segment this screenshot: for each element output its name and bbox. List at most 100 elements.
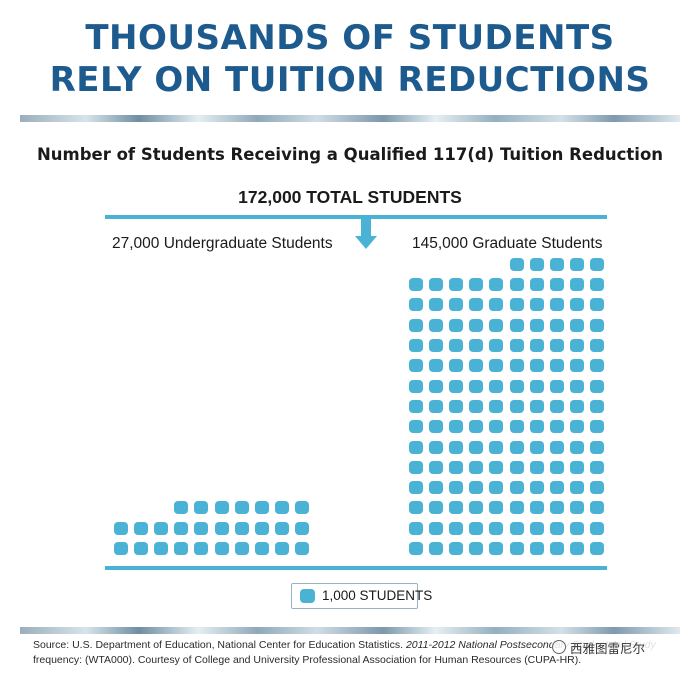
graduate-student-icon	[509, 521, 524, 535]
graduate-student-icon	[569, 521, 584, 535]
legend-label: 1,000 STUDENTS	[322, 588, 433, 603]
graduate-student-icon	[589, 399, 604, 413]
undergraduate-label: 27,000 Undergraduate Students	[112, 235, 333, 252]
graduate-student-icon	[509, 298, 524, 312]
graduate-student-icon	[569, 460, 584, 474]
graduate-student-icon	[549, 481, 564, 495]
graduate-student-icon	[509, 481, 524, 495]
graduate-student-icon	[549, 339, 564, 352]
graduate-student-icon	[449, 399, 464, 413]
graduate-student-icon	[589, 379, 604, 393]
graduate-student-icon	[469, 278, 484, 292]
undergraduate-student-icon	[294, 521, 309, 535]
graduate-student-icon	[449, 420, 464, 434]
graduate-student-icon	[529, 501, 544, 515]
graduate-student-icon	[429, 481, 444, 495]
graduate-student-icon	[489, 379, 504, 393]
graduate-student-icon	[449, 501, 464, 515]
undergraduate-student-icon	[234, 521, 249, 535]
graduate-student-icon	[569, 379, 584, 393]
chart-title: Number of Students Receiving a Qualified…	[36, 145, 664, 164]
graduate-student-icon	[429, 339, 444, 352]
graduate-student-icon	[569, 440, 584, 454]
graduate-student-icon	[549, 542, 564, 555]
graduate-student-icon	[409, 379, 423, 393]
graduate-student-icon	[569, 399, 584, 413]
graduate-student-icon	[409, 359, 423, 373]
undergraduate-student-icon	[154, 521, 169, 535]
graduate-student-icon	[429, 521, 444, 535]
graduate-student-icon	[409, 460, 423, 474]
graduate-student-icon	[529, 481, 544, 495]
watermark: 西雅图雷尼尔	[552, 638, 676, 656]
undergraduate-student-icon	[214, 521, 229, 535]
graduate-student-icon	[409, 501, 423, 515]
graduate-student-icon	[569, 257, 584, 271]
graduate-student-icon	[589, 257, 604, 271]
graduate-student-icon	[589, 298, 604, 312]
graduate-student-icon	[569, 359, 584, 373]
graduate-student-icon	[589, 359, 604, 373]
graduate-student-icon	[529, 440, 544, 454]
graduate-student-icon	[469, 359, 484, 373]
total-divider-line	[105, 215, 607, 219]
graduate-student-icon	[529, 298, 544, 312]
graduate-student-icon	[509, 460, 524, 474]
undergraduate-student-icon	[174, 542, 189, 555]
graduate-student-icon	[429, 420, 444, 434]
graduate-student-icon	[569, 420, 584, 434]
graduate-student-icon	[569, 501, 584, 515]
graduate-student-icon	[589, 521, 604, 535]
graduate-student-icon	[449, 298, 464, 312]
graduate-student-icon	[489, 420, 504, 434]
graduate-student-icon	[529, 257, 544, 271]
graduate-student-icon	[589, 420, 604, 434]
graduate-student-icon	[469, 339, 484, 352]
graduate-student-icon	[529, 460, 544, 474]
graduate-student-icon	[549, 257, 564, 271]
graduate-student-icon	[549, 318, 564, 332]
undergraduate-student-icon	[254, 521, 269, 535]
graduate-student-icon	[589, 481, 604, 495]
graduate-student-icon	[509, 501, 524, 515]
graduate-student-icon	[469, 420, 484, 434]
graduate-student-icon	[409, 542, 423, 555]
graduate-student-icon	[469, 379, 484, 393]
graduate-student-icon	[429, 542, 444, 555]
graduate-student-icon	[449, 339, 464, 352]
graduate-student-icon	[509, 359, 524, 373]
baseline-line	[105, 566, 607, 570]
graduate-student-icon	[429, 318, 444, 332]
graduate-student-icon	[469, 481, 484, 495]
graduate-student-icon	[469, 501, 484, 515]
graduate-student-icon	[429, 359, 444, 373]
undergraduate-student-icon	[294, 542, 309, 555]
graduate-student-icon	[549, 440, 564, 454]
graduate-student-icon	[469, 399, 484, 413]
graduate-student-icon	[449, 460, 464, 474]
source-prefix: Source: U.S. Department of Education, Na…	[33, 639, 406, 651]
undergraduate-student-icon	[274, 521, 289, 535]
graduate-student-icon	[489, 460, 504, 474]
graduate-student-icon	[509, 420, 524, 434]
graduate-student-icon	[509, 257, 524, 271]
legend: 1,000 STUDENTS	[291, 583, 432, 609]
graduate-student-icon	[529, 521, 544, 535]
graduate-student-icon	[429, 460, 444, 474]
undergraduate-student-icon	[134, 542, 149, 555]
graduate-student-icon	[409, 339, 423, 352]
decorative-band-top	[20, 115, 680, 122]
graduate-student-icon	[569, 278, 584, 292]
graduate-student-icon	[569, 318, 584, 332]
graduate-student-icon	[469, 298, 484, 312]
graduate-student-icon	[409, 420, 423, 434]
graduate-student-icon	[469, 542, 484, 555]
graduate-student-icon	[529, 542, 544, 555]
graduate-student-icon	[409, 440, 423, 454]
graduate-student-icon	[409, 521, 423, 535]
graduate-student-icon	[449, 278, 464, 292]
graduate-student-icon	[569, 481, 584, 495]
page-title-line-2: RELY ON TUITION REDUCTIONS	[49, 60, 651, 100]
page-title-line-1: THOUSANDS OF STUDENTS	[85, 18, 615, 58]
graduate-student-icon	[589, 542, 604, 555]
